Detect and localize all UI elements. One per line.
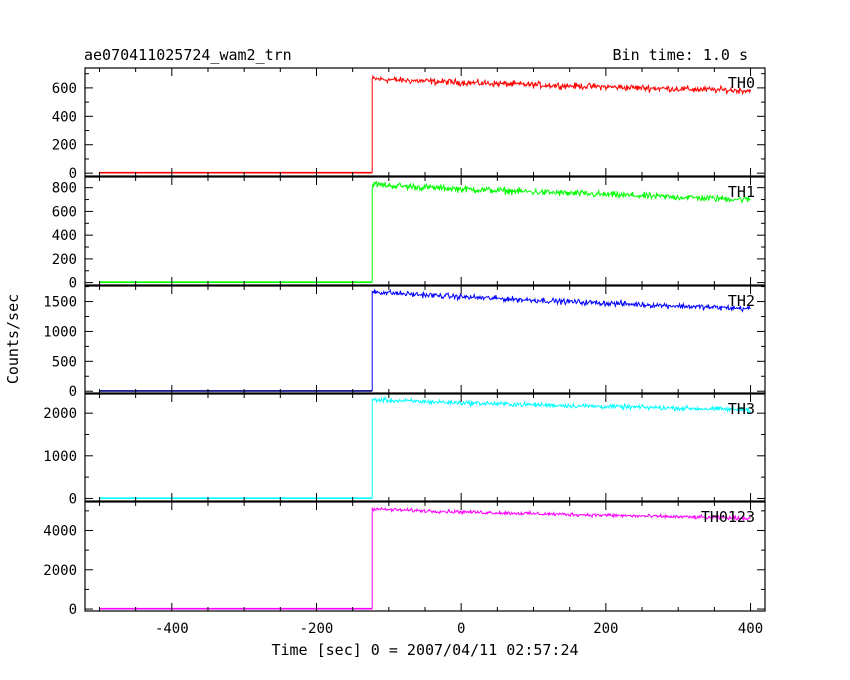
y-tick-label: 800 <box>52 181 77 197</box>
y-tick-label: 0 <box>69 276 77 292</box>
y-tick-label: 600 <box>52 204 77 220</box>
y-tick-label: 400 <box>52 109 77 125</box>
panel-th0123: 0 2000 4000 TH0123 <box>43 501 766 618</box>
panel-th0: 0 200 400 600 TH0 <box>52 67 766 182</box>
panel-name-th0123: TH0123 <box>701 508 755 526</box>
panel-frame <box>84 285 766 394</box>
y-tick-label: 400 <box>52 228 77 244</box>
panel-frame <box>84 393 766 502</box>
y-tick-label: 0 <box>69 491 77 507</box>
x-tick-label: -400 <box>155 621 189 637</box>
panel-name-th2: TH2 <box>728 292 755 310</box>
series-th1 <box>371 180 751 283</box>
y-tick-label: 0 <box>69 384 77 400</box>
y-tick-label: 1000 <box>43 324 77 340</box>
series-th3 <box>371 395 751 499</box>
y-axis-label: Counts/sec <box>4 294 22 384</box>
y-tick-label: 2000 <box>43 406 77 422</box>
panel-name-th3: TH3 <box>728 400 755 418</box>
x-tick-labels: -400 -200 0 200 400 <box>155 621 763 637</box>
panels-group: 0 200 400 600 TH0 0 200 400 600 800 TH1 0 500 1000 150… <box>43 67 766 618</box>
y-tick-label: 1000 <box>43 449 77 465</box>
y-tick-label: 0 <box>69 602 77 618</box>
panel-frame <box>84 176 766 286</box>
x-tick-label: 0 <box>457 621 465 637</box>
series-th0 <box>371 74 751 173</box>
x-axis-label: Time [sec] 0 = 2007/04/11 02:57:24 <box>271 641 578 659</box>
series-th2 <box>371 288 751 391</box>
y-tick-label: 600 <box>52 81 77 97</box>
panel-th1: 0 200 400 600 800 TH1 <box>52 176 766 292</box>
bin-time-label: Bin time: 1.0 s <box>613 46 748 64</box>
y-tick-label: 0 <box>69 166 77 182</box>
x-tick-label: 200 <box>593 621 618 637</box>
panel-name-th0: TH0 <box>728 74 755 92</box>
panel-name-th1: TH1 <box>728 183 755 201</box>
y-tick-label: 200 <box>52 252 77 268</box>
y-tick-label: 1500 <box>43 295 77 311</box>
series-th0123 <box>371 506 751 609</box>
y-tick-label: 500 <box>52 354 77 370</box>
y-tick-label: 200 <box>52 138 77 154</box>
y-tick-label: 4000 <box>43 523 77 539</box>
panel-th3: 0 1000 2000 TH3 <box>43 393 766 507</box>
x-tick-label: -200 <box>300 621 334 637</box>
panel-frame <box>84 67 766 177</box>
chart-title: ae070411025724_wam2_trn <box>84 46 292 64</box>
panel-frame <box>84 501 766 612</box>
x-tick-label: 400 <box>738 621 763 637</box>
panel-th2: 0 500 1000 1500 TH2 <box>43 285 766 400</box>
y-tick-label: 2000 <box>43 563 77 579</box>
